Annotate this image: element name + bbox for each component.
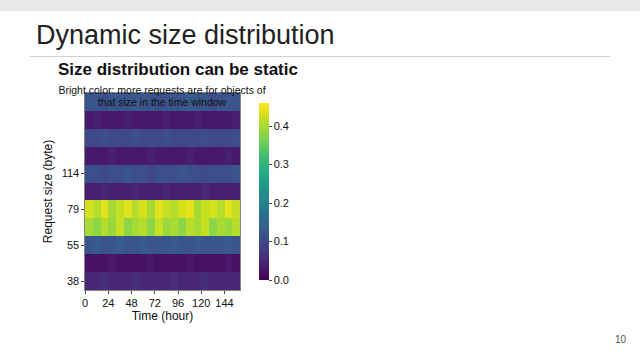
- svg-text:96: 96: [172, 297, 184, 309]
- svg-text:0.1: 0.1: [274, 235, 289, 247]
- svg-text:55: 55: [67, 239, 79, 251]
- svg-text:72: 72: [149, 297, 161, 309]
- html-text:10: 10: [614, 334, 626, 345]
- svg-text:79: 79: [67, 203, 79, 215]
- svg-text:0: 0: [82, 297, 88, 309]
- svg-text:24: 24: [102, 297, 114, 309]
- svg-text:0.2: 0.2: [274, 197, 289, 209]
- html-text:Bright color: more requests ar: Bright color: more requests are for obje…: [58, 84, 266, 108]
- svg-text:114: 114: [62, 167, 80, 179]
- svg-text:0.0: 0.0: [274, 274, 289, 286]
- svg-text:Request size (byte): Request size (byte): [41, 140, 55, 243]
- svg-text:120: 120: [192, 297, 210, 309]
- html-text:Size distribution can be stati: Size distribution can be static: [58, 60, 298, 79]
- html-text:Dynamic size distribution: Dynamic size distribution: [36, 20, 335, 50]
- svg-text:144: 144: [215, 297, 233, 309]
- svg-text:0.3: 0.3: [274, 158, 289, 170]
- svg-text:48: 48: [125, 297, 137, 309]
- svg-text:38: 38: [67, 275, 79, 287]
- svg-text:Time (hour): Time (hour): [132, 309, 194, 323]
- svg-text:0.4: 0.4: [274, 120, 289, 132]
